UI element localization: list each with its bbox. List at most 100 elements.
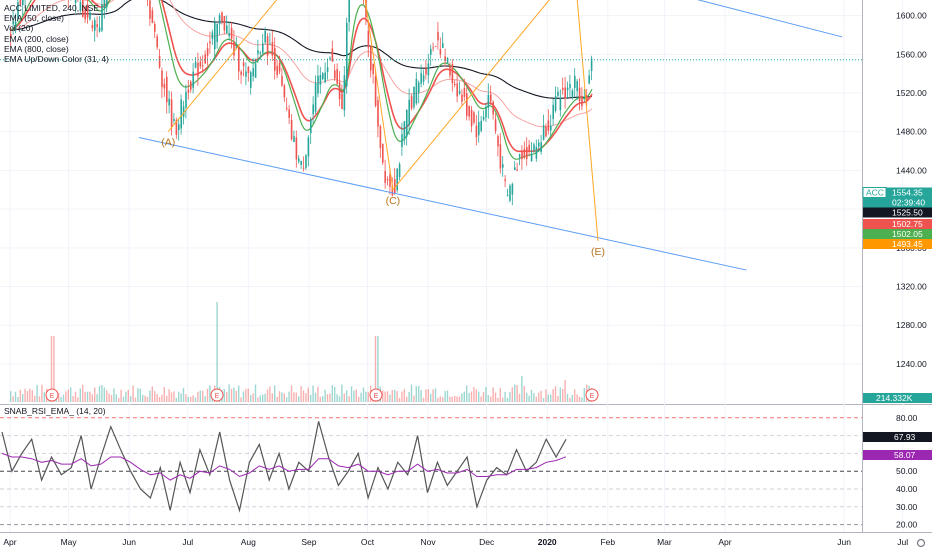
candle-body [482, 116, 485, 120]
candle-body [84, 6, 86, 20]
volume-bar [204, 396, 206, 402]
candle-body [377, 100, 379, 127]
candle-body [444, 56, 446, 61]
volume-bar [185, 394, 187, 402]
volume-bar [257, 397, 259, 402]
volume-bar [398, 397, 401, 402]
volume-bar [533, 393, 535, 402]
symbol-title: ACC LIMITED, 240, NSE [4, 3, 99, 13]
volume-bar [247, 388, 249, 402]
volume-bar [127, 389, 129, 402]
volume-bar [571, 394, 573, 402]
candle-body [545, 126, 547, 137]
candle-body [442, 43, 444, 49]
candle-body [245, 71, 247, 77]
volume-bar [206, 388, 209, 402]
candle-body [286, 108, 288, 110]
volume-bar [14, 391, 17, 402]
symbol-tag: ACC [866, 188, 884, 198]
candle-body [456, 83, 458, 97]
volume-bar [173, 391, 175, 402]
candle-body [161, 70, 163, 88]
volume-bar [132, 385, 134, 402]
candle-body [401, 134, 403, 148]
volume-bar [583, 388, 585, 402]
price-axis-label: 1480.00 [896, 127, 927, 137]
candle-body [240, 71, 242, 75]
candle-body [10, 33, 12, 39]
volume-bar [326, 394, 329, 402]
candle-body [238, 47, 240, 72]
volume-bar [559, 387, 561, 402]
candle-body [518, 154, 521, 157]
volume-bar [350, 386, 353, 402]
volume-bar [343, 393, 345, 402]
candle-body [538, 142, 540, 147]
volume-bar [451, 396, 453, 402]
candle-body [379, 126, 382, 148]
candle-body [506, 195, 509, 197]
candle-body [276, 65, 278, 76]
candle-body [348, 0, 350, 23]
volume-bar [226, 391, 228, 402]
volume-bar [142, 394, 144, 402]
price-axis-label: 1320.00 [896, 282, 927, 292]
candle-body [187, 89, 190, 93]
volume-bar [437, 397, 439, 402]
volume-bar [122, 396, 125, 402]
volume-bar [29, 388, 31, 402]
candle-body [82, 0, 84, 18]
price-label-box [863, 197, 932, 208]
volume-bar [564, 380, 566, 402]
volume-bar [446, 390, 449, 402]
candle-body [487, 94, 490, 108]
volume-bar [521, 376, 523, 402]
legend-ema-50: EMA (50, close) [4, 13, 64, 24]
rsi-ema-value: 58.07 [894, 450, 916, 460]
legend-ema-200: EMA (200, close) [4, 33, 69, 44]
candle-body [257, 50, 259, 54]
volume-bar [86, 391, 89, 402]
candle-body [94, 20, 96, 31]
volume-bar [230, 388, 233, 402]
volume-bar [120, 389, 122, 402]
volume-bar [262, 394, 264, 402]
candle-body [230, 27, 233, 39]
volume-bar [466, 385, 468, 402]
price-label-box [863, 239, 932, 249]
volume-bar [67, 389, 69, 402]
candle-body [283, 85, 286, 98]
volume-bar [161, 394, 163, 402]
volume-bar [24, 388, 26, 402]
volume-bar [17, 396, 19, 402]
volume-bar [31, 390, 33, 402]
candle-body [151, 10, 154, 23]
volume-bar [338, 396, 341, 402]
volume-bar [110, 394, 113, 402]
volume-bar [353, 390, 355, 402]
volume-bar [266, 389, 269, 402]
candle-body [233, 41, 235, 56]
volume-bar [449, 396, 451, 402]
candle-body [211, 32, 214, 40]
earnings-marker-label: E [590, 393, 595, 400]
volume-bar [158, 397, 161, 402]
volume-bar [101, 385, 103, 402]
rsi-ema-value-box [863, 450, 932, 460]
price-label-value: 02:39:40 [892, 198, 925, 208]
candle-body [461, 94, 463, 102]
time-axis-label: Feb [600, 537, 615, 547]
volume-bar [106, 390, 108, 402]
time-axis-label: Apr [718, 537, 731, 547]
volume-bar [84, 391, 86, 402]
candle-body [346, 22, 348, 87]
candle-body [372, 63, 374, 75]
volume-bar [317, 386, 319, 402]
candle-body [190, 81, 192, 90]
volume-bar [463, 391, 465, 402]
volume-bar [470, 391, 473, 402]
candle-body [588, 75, 590, 84]
volume-bar [43, 392, 45, 402]
wave-label: (A) [161, 137, 175, 149]
